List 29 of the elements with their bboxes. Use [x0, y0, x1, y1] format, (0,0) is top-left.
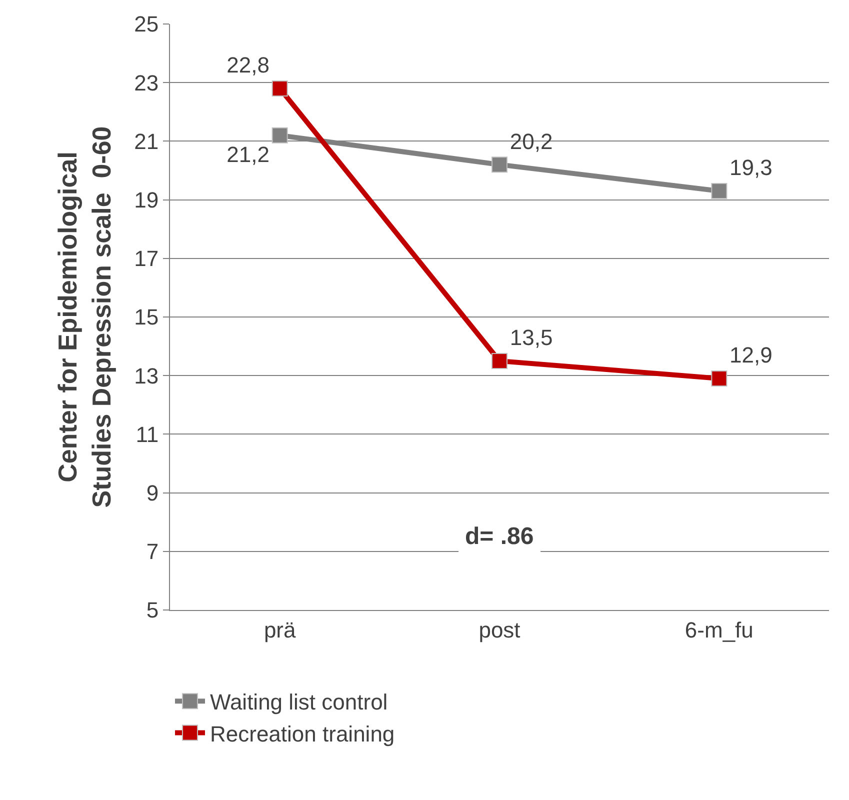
point [492, 156, 508, 173]
y-tick-label: 17 [134, 246, 159, 272]
point [711, 370, 728, 387]
legend-label: Waiting list control [210, 690, 388, 715]
data-label: 13,5 [510, 325, 553, 350]
y-tick-label: 13 [134, 363, 159, 388]
data-label: 21,2 [226, 142, 270, 168]
y-tick-label: 21 [134, 128, 159, 154]
x-tick-label: prä [264, 617, 296, 642]
y-tick-label: 5 [146, 598, 159, 623]
y-tick-label: 7 [146, 539, 159, 564]
data-label: 22,8 [226, 52, 270, 78]
point [711, 183, 728, 200]
y-tick-label: 11 [136, 422, 159, 447]
data-label: 12,9 [730, 342, 772, 368]
x-tick-label: post [478, 617, 520, 642]
legend-label: Recreation training [210, 721, 395, 746]
y-tick-label: 25 [134, 12, 159, 37]
data-label: 19,3 [730, 155, 772, 180]
annotation: d= .86 [465, 523, 534, 550]
y-axis-title: Center for Epidemiological Studies Depression scale 0-60 [52, 126, 117, 508]
point [492, 352, 508, 369]
point [272, 127, 288, 144]
y-tick-label: 23 [134, 70, 159, 96]
y-tick-label: 19 [134, 188, 159, 212]
y-tick-label: 15 [134, 304, 159, 330]
x-tick-label: 6-m_fu [684, 617, 754, 642]
y-tick-label: 9 [146, 480, 159, 506]
point [272, 80, 288, 96]
